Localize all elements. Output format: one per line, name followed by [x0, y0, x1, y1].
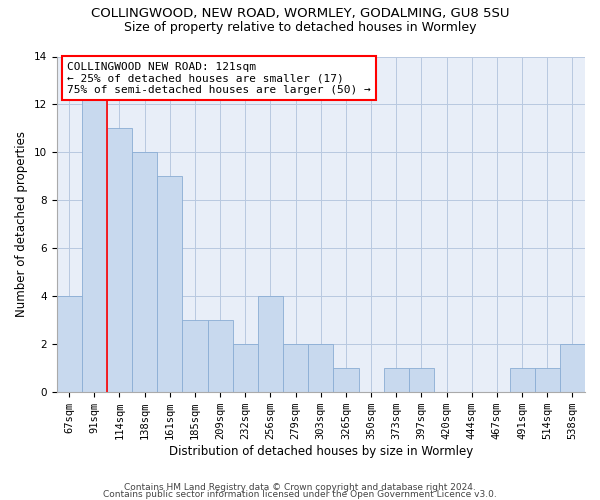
Bar	[535, 368, 560, 392]
Bar	[233, 344, 258, 392]
Bar	[107, 128, 132, 392]
Bar	[409, 368, 434, 392]
Text: COLLINGWOOD NEW ROAD: 121sqm
← 25% of detached houses are smaller (17)
75% of se: COLLINGWOOD NEW ROAD: 121sqm ← 25% of de…	[67, 62, 371, 94]
Bar	[509, 368, 535, 392]
Text: COLLINGWOOD, NEW ROAD, WORMLEY, GODALMING, GU8 5SU: COLLINGWOOD, NEW ROAD, WORMLEY, GODALMIN…	[91, 8, 509, 20]
Text: Contains public sector information licensed under the Open Government Licence v3: Contains public sector information licen…	[103, 490, 497, 499]
Text: Contains HM Land Registry data © Crown copyright and database right 2024.: Contains HM Land Registry data © Crown c…	[124, 484, 476, 492]
Bar	[56, 296, 82, 392]
X-axis label: Distribution of detached houses by size in Wormley: Distribution of detached houses by size …	[169, 444, 473, 458]
Bar	[383, 368, 409, 392]
Bar	[182, 320, 208, 392]
Bar	[308, 344, 334, 392]
Bar	[258, 296, 283, 392]
Bar	[82, 80, 107, 392]
Bar	[208, 320, 233, 392]
Y-axis label: Number of detached properties: Number of detached properties	[15, 131, 28, 317]
Bar	[132, 152, 157, 392]
Bar	[560, 344, 585, 392]
Text: Size of property relative to detached houses in Wormley: Size of property relative to detached ho…	[124, 21, 476, 34]
Bar	[334, 368, 359, 392]
Bar	[157, 176, 182, 392]
Bar	[283, 344, 308, 392]
